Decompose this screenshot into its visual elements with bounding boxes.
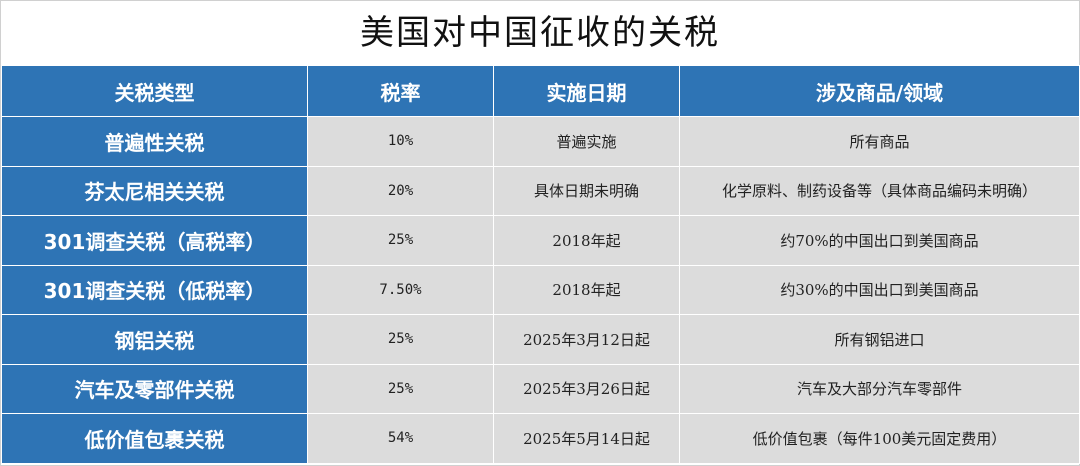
header-rate: 税率 — [307, 65, 494, 117]
cell-date: 具体日期未明确 — [493, 165, 680, 216]
cell-tariff-type: 芬太尼相关关税 — [1, 165, 308, 216]
table-row: 普遍性关税 10% 普遍实施 所有商品 — [1, 116, 1080, 167]
table-row: 301调查关税（高税率） 25% 2018年起 约70%的中国出口到美国商品 — [1, 215, 1080, 266]
table-row: 钢铝关税 25% 2025年3月12日起 所有钢铝进口 — [1, 314, 1080, 365]
cell-tariff-type: 钢铝关税 — [1, 314, 308, 365]
cell-date: 2025年3月12日起 — [493, 314, 680, 365]
header-scope: 涉及商品/领域 — [679, 65, 1080, 117]
cell-date: 2025年3月26日起 — [493, 363, 680, 414]
cell-tariff-type: 汽车及零部件关税 — [1, 363, 308, 414]
cell-rate: 25% — [307, 314, 494, 365]
cell-scope: 汽车及大部分汽车零部件 — [679, 363, 1080, 414]
table-row: 汽车及零部件关税 25% 2025年3月26日起 汽车及大部分汽车零部件 — [1, 363, 1080, 414]
cell-tariff-type: 低价值包裹关税 — [1, 413, 308, 464]
cell-date: 普遍实施 — [493, 116, 680, 167]
header-tariff-type: 关税类型 — [1, 65, 308, 117]
table-header-row: 关税类型 税率 实施日期 涉及商品/领域 — [1, 65, 1080, 117]
cell-rate: 7.50% — [307, 264, 494, 315]
cell-tariff-type: 301调查关税（低税率） — [1, 264, 308, 315]
cell-scope: 约30%的中国出口到美国商品 — [679, 264, 1080, 315]
cell-rate: 25% — [307, 363, 494, 414]
table-row: 301调查关税（低税率） 7.50% 2018年起 约30%的中国出口到美国商品 — [1, 264, 1080, 315]
cell-date: 2025年5月14日起 — [493, 413, 680, 464]
cell-date: 2018年起 — [493, 264, 680, 315]
table-row: 低价值包裹关税 54% 2025年5月14日起 低价值包裹（每件100美元固定费… — [1, 413, 1080, 464]
table-row: 芬太尼相关关税 20% 具体日期未明确 化学原料、制药设备等（具体商品编码未明确… — [1, 165, 1080, 216]
cell-rate: 20% — [307, 165, 494, 216]
cell-rate: 54% — [307, 413, 494, 464]
cell-rate: 10% — [307, 116, 494, 167]
tariff-table: 关税类型 税率 实施日期 涉及商品/领域 普遍性关税 10% 普遍实施 所有商品… — [1, 65, 1080, 464]
page-title: 美国对中国征收的关税 — [360, 13, 720, 53]
cell-scope: 所有钢铝进口 — [679, 314, 1080, 365]
cell-tariff-type: 301调查关税（高税率） — [1, 215, 308, 266]
cell-rate: 25% — [307, 215, 494, 266]
cell-scope: 化学原料、制药设备等（具体商品编码未明确） — [679, 165, 1080, 216]
cell-scope: 约70%的中国出口到美国商品 — [679, 215, 1080, 266]
cell-scope: 低价值包裹（每件100美元固定费用） — [679, 413, 1080, 464]
cell-tariff-type: 普遍性关税 — [1, 116, 308, 167]
cell-date: 2018年起 — [493, 215, 680, 266]
cell-scope: 所有商品 — [679, 116, 1080, 167]
header-date: 实施日期 — [493, 65, 680, 117]
